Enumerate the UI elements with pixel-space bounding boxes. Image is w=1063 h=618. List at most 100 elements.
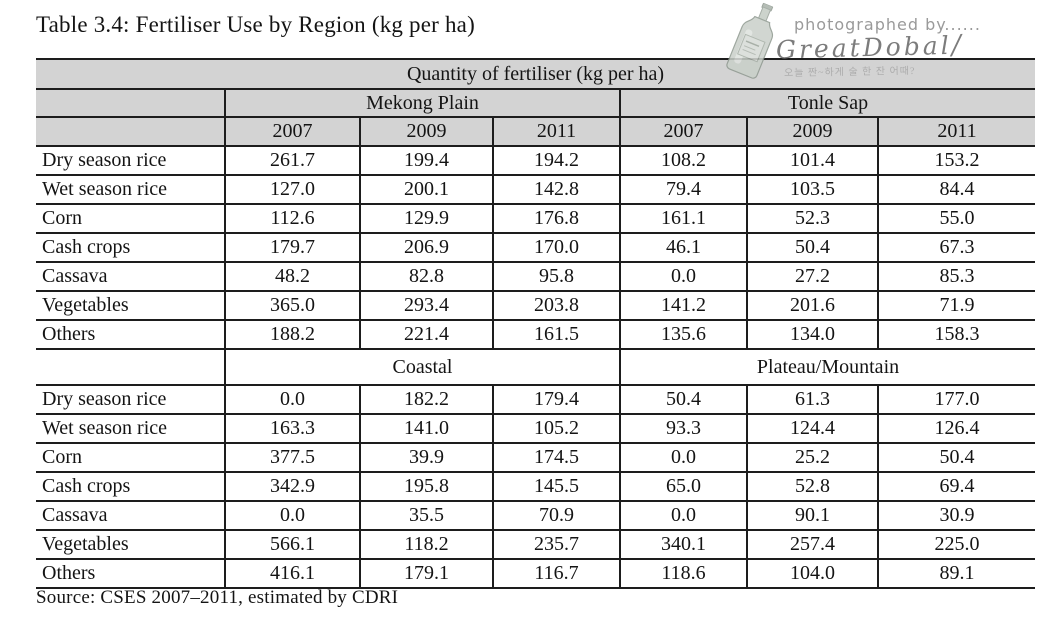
region-header-plateau-mountain: Plateau/Mountain bbox=[618, 349, 1036, 386]
value-cell: 0.0 bbox=[224, 501, 360, 531]
value-cell: 201.6 bbox=[746, 291, 878, 321]
fertiliser-table: Quantity of fertiliser (kg per ha) Mekon… bbox=[36, 58, 1036, 589]
value-cell: 163.3 bbox=[224, 414, 360, 444]
value-cell: 67.3 bbox=[876, 233, 1036, 263]
value-cell: 179.7 bbox=[224, 233, 360, 263]
year-header: 2007 bbox=[224, 117, 360, 147]
value-cell: 221.4 bbox=[359, 320, 493, 350]
crop-name-cell: Vegetables bbox=[36, 530, 225, 560]
region-header-tonle-sap: Tonle Sap bbox=[618, 89, 1036, 118]
table-row: Cash crops 342.9 195.8 145.5 65.0 52.8 69.4 bbox=[36, 472, 1036, 502]
value-cell: 225.0 bbox=[876, 530, 1036, 560]
value-cell: 153.2 bbox=[876, 146, 1036, 176]
value-cell: 179.1 bbox=[359, 559, 493, 589]
crop-name-cell: Corn bbox=[36, 204, 225, 234]
table-row: Corn 112.6 129.9 176.8 161.1 52.3 55.0 bbox=[36, 204, 1036, 234]
crop-name-cell: Others bbox=[36, 559, 225, 589]
crop-name-cell: Cash crops bbox=[36, 472, 225, 502]
spanning-header-row: Quantity of fertiliser (kg per ha) bbox=[36, 58, 1036, 90]
table-row: Vegetables 566.1 118.2 235.7 340.1 257.4 225.0 bbox=[36, 530, 1036, 560]
value-cell: 27.2 bbox=[746, 262, 878, 292]
value-cell: 182.2 bbox=[359, 385, 493, 415]
year-header: 2009 bbox=[359, 117, 493, 147]
value-cell: 118.6 bbox=[619, 559, 747, 589]
value-cell: 170.0 bbox=[492, 233, 620, 263]
value-cell: 39.9 bbox=[359, 443, 493, 473]
region-header-coastal: Coastal bbox=[224, 349, 620, 386]
section-coastal-plateau-rows: Dry season rice 0.0 182.2 179.4 50.4 61.3 177.… bbox=[36, 385, 1036, 589]
value-cell: 127.0 bbox=[224, 175, 360, 205]
value-cell: 55.0 bbox=[876, 204, 1036, 234]
value-cell: 161.1 bbox=[619, 204, 747, 234]
value-cell: 90.1 bbox=[746, 501, 878, 531]
value-cell: 118.2 bbox=[359, 530, 493, 560]
value-cell: 61.3 bbox=[746, 385, 878, 415]
table-row: Corn 377.5 39.9 174.5 0.0 25.2 50.4 bbox=[36, 443, 1036, 473]
year-header: 2011 bbox=[876, 117, 1036, 147]
crop-name-cell: Dry season rice bbox=[36, 385, 225, 415]
value-cell: 194.2 bbox=[492, 146, 620, 176]
year-header: 2011 bbox=[492, 117, 620, 147]
crop-name-cell: Cash crops bbox=[36, 233, 225, 263]
table-row: Dry season rice 0.0 182.2 179.4 50.4 61.3 177.… bbox=[36, 385, 1036, 415]
value-cell: 200.1 bbox=[359, 175, 493, 205]
value-cell: 377.5 bbox=[224, 443, 360, 473]
value-cell: 0.0 bbox=[619, 501, 747, 531]
value-cell: 195.8 bbox=[359, 472, 493, 502]
value-cell: 145.5 bbox=[492, 472, 620, 502]
value-cell: 129.9 bbox=[359, 204, 493, 234]
value-cell: 50.4 bbox=[746, 233, 878, 263]
value-cell: 48.2 bbox=[224, 262, 360, 292]
value-cell: 93.3 bbox=[619, 414, 747, 444]
value-cell: 84.4 bbox=[876, 175, 1036, 205]
value-cell: 177.0 bbox=[876, 385, 1036, 415]
signature-flourish: / bbox=[951, 29, 962, 61]
value-cell: 342.9 bbox=[224, 472, 360, 502]
region-header-row-1: Mekong Plain Tonle Sap bbox=[36, 89, 1036, 118]
value-cell: 79.4 bbox=[619, 175, 747, 205]
watermark-photographed-by: photographed by...... bbox=[794, 15, 981, 34]
table-row: Cassava 48.2 82.8 95.8 0.0 27.2 85.3 bbox=[36, 262, 1036, 292]
value-cell: 50.4 bbox=[619, 385, 747, 415]
value-cell: 103.5 bbox=[746, 175, 878, 205]
year-header-row: 2007 2009 2011 2007 2009 2011 bbox=[36, 117, 1036, 147]
value-cell: 141.0 bbox=[359, 414, 493, 444]
table-row: Wet season rice 127.0 200.1 142.8 79.4 103.5 8… bbox=[36, 175, 1036, 205]
value-cell: 141.2 bbox=[619, 291, 747, 321]
value-cell: 293.4 bbox=[359, 291, 493, 321]
table-row: Others 188.2 221.4 161.5 135.6 134.0 158.3 bbox=[36, 320, 1036, 350]
value-cell: 65.0 bbox=[619, 472, 747, 502]
region-header-row-2: Coastal Plateau/Mountain bbox=[36, 349, 1036, 386]
crop-name-cell: Dry season rice bbox=[36, 146, 225, 176]
year-header: 2007 bbox=[619, 117, 747, 147]
table-row: Vegetables 365.0 293.4 203.8 141.2 201.6 71.9 bbox=[36, 291, 1036, 321]
crop-name-cell: Cassava bbox=[36, 501, 225, 531]
value-cell: 126.4 bbox=[876, 414, 1036, 444]
value-cell: 50.4 bbox=[876, 443, 1036, 473]
value-cell: 257.4 bbox=[746, 530, 878, 560]
value-cell: 95.8 bbox=[492, 262, 620, 292]
crop-name-cell: Others bbox=[36, 320, 225, 350]
value-cell: 69.4 bbox=[876, 472, 1036, 502]
value-cell: 261.7 bbox=[224, 146, 360, 176]
value-cell: 0.0 bbox=[619, 443, 747, 473]
value-cell: 124.4 bbox=[746, 414, 878, 444]
table-row: Dry season rice 261.7 199.4 194.2 108.2 101.4… bbox=[36, 146, 1036, 176]
year-header: 2009 bbox=[746, 117, 878, 147]
value-cell: 199.4 bbox=[359, 146, 493, 176]
value-cell: 203.8 bbox=[492, 291, 620, 321]
value-cell: 161.5 bbox=[492, 320, 620, 350]
value-cell: 0.0 bbox=[224, 385, 360, 415]
value-cell: 0.0 bbox=[619, 262, 747, 292]
value-cell: 71.9 bbox=[876, 291, 1036, 321]
value-cell: 52.3 bbox=[746, 204, 878, 234]
source-note: Source: CSES 2007–2011, estimated by CDR… bbox=[36, 587, 399, 608]
crop-name-cell: Vegetables bbox=[36, 291, 225, 321]
value-cell: 30.9 bbox=[876, 501, 1036, 531]
value-cell: 35.5 bbox=[359, 501, 493, 531]
crop-name-cell: Cassava bbox=[36, 262, 225, 292]
value-cell: 179.4 bbox=[492, 385, 620, 415]
table-row: Others 416.1 179.1 116.7 118.6 104.0 89.1 bbox=[36, 559, 1036, 589]
table-row: Cash crops 179.7 206.9 170.0 46.1 50.4 67.3 bbox=[36, 233, 1036, 263]
value-cell: 235.7 bbox=[492, 530, 620, 560]
